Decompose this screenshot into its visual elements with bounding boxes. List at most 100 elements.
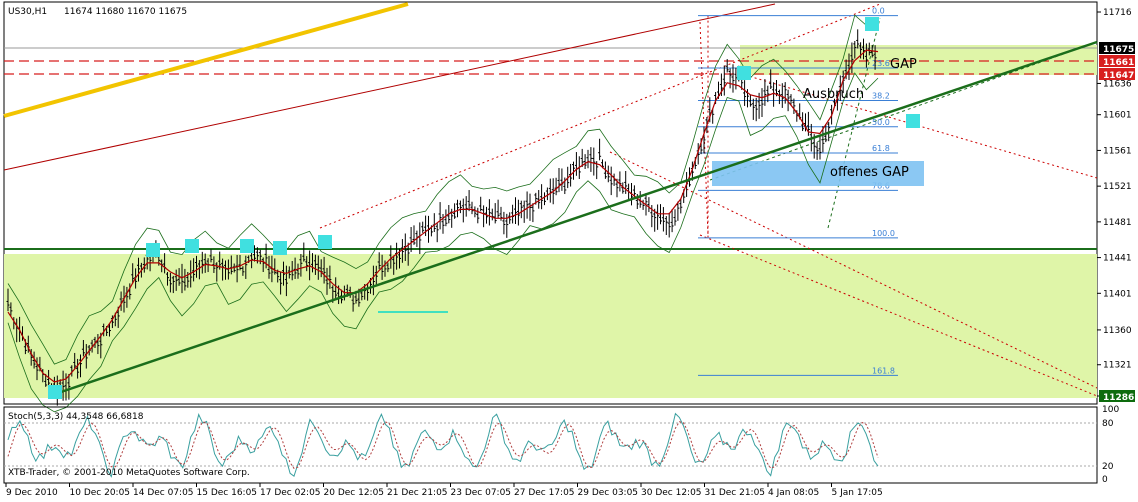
price-bar [209, 249, 213, 263]
price-bar [166, 271, 169, 286]
price-bar [192, 258, 196, 282]
price-bar [760, 88, 764, 117]
price-bar [238, 254, 242, 271]
fib-level-label: 100.0 [872, 229, 895, 238]
price-bar [284, 265, 288, 297]
price-bar [476, 207, 480, 224]
price-bar [438, 202, 442, 230]
price-bar [728, 68, 732, 89]
price-bar [282, 261, 285, 286]
lower-zone [4, 254, 1097, 398]
price-bar [73, 352, 77, 369]
price-bar [142, 257, 146, 273]
price-bar [328, 265, 332, 289]
symbol-label: US30,H1 [8, 7, 47, 17]
svg-text:11286: 11286 [1103, 393, 1134, 403]
time-tick-label: 27 Dec 17:05 [514, 488, 575, 498]
price-tick-label: 11360 [1103, 326, 1132, 336]
price-bar [377, 252, 381, 270]
price-bar [276, 269, 280, 283]
price-bar [76, 358, 80, 379]
price-bar [6, 288, 10, 312]
main-trendline[interactable] [54, 40, 1098, 396]
time-tick-label: 4 Jan 08:05 [768, 488, 819, 498]
price-bar [67, 373, 71, 400]
price-bar [392, 255, 396, 275]
price-bar [322, 256, 326, 284]
time-tick-label: 20 Dec 12:05 [324, 488, 385, 498]
pivot-marker [906, 114, 920, 128]
price-bar [554, 177, 558, 196]
price-bar [267, 255, 271, 279]
price-bar [395, 242, 399, 270]
price-bar [864, 43, 868, 68]
price-bar [171, 275, 175, 294]
price-bar [296, 263, 300, 279]
pivot-marker [48, 385, 62, 399]
channel-line-dotted-4 [744, 74, 1098, 179]
price-bar [244, 255, 248, 279]
price-bar [79, 354, 82, 378]
price-bar [670, 209, 674, 233]
fib-level-label: 161.8 [872, 366, 895, 375]
price-bar [664, 216, 668, 236]
time-tick-label: 30 Dec 12:05 [641, 488, 702, 498]
price-bar [775, 79, 778, 97]
price-tick-label: 11636 [1103, 79, 1132, 89]
pivot-marker [240, 239, 254, 253]
green-level-box: 11286 [1099, 390, 1135, 403]
time-tick-label: 17 Dec 02:05 [260, 488, 321, 498]
price-bar [661, 207, 665, 232]
price-bar [748, 94, 752, 107]
price-bar [200, 251, 204, 274]
price-bar [360, 290, 364, 301]
time-tick-label: 15 Dec 16:05 [197, 488, 258, 498]
price-tick-label: 11716 [1103, 8, 1132, 18]
price-bar [470, 201, 474, 215]
price-bar [751, 98, 755, 120]
price-bar [856, 29, 860, 49]
time-tick-label: 29 Dec 03:05 [578, 488, 639, 498]
price-bar [606, 165, 610, 183]
gap-zone [740, 45, 1097, 75]
price-bar [780, 83, 784, 108]
channel-line-dotted-1 [319, 3, 881, 229]
stoch-tick-20: 20 [1102, 462, 1114, 472]
fib-level-label: 0.0 [872, 7, 885, 16]
price-bar [621, 182, 625, 194]
price-bar [722, 65, 726, 96]
price-bar [464, 196, 468, 217]
price-tick-label: 11601 [1103, 111, 1132, 121]
price-bar [792, 98, 796, 115]
price-bar [325, 267, 329, 295]
price-bar [589, 147, 593, 172]
price-bar [496, 199, 500, 218]
offenes-gap-box[interactable] [712, 161, 924, 186]
price-bar [818, 134, 822, 160]
stochastic-axis: 100 80 20 0 [1102, 405, 1119, 485]
price-bar [609, 166, 613, 196]
price-bar [731, 64, 735, 93]
time-tick-label: 21 Dec 21:05 [387, 488, 448, 498]
ausbruch-label: Ausbruch [803, 87, 864, 102]
gap-label: GAP [890, 57, 917, 72]
price-bar [444, 209, 448, 227]
price-bar [667, 212, 671, 238]
price-bar [531, 203, 535, 223]
price-bar [435, 222, 439, 243]
price-bar [835, 91, 839, 111]
stochastic-main-line [7, 412, 879, 478]
price-bar [624, 171, 628, 194]
price-bar [572, 161, 575, 180]
stochastic-panel: Stoch(5,3,3) 44,3548 66,6818 XTB-Trader,… [3, 406, 1098, 484]
price-bar [679, 199, 683, 214]
price-bar [653, 208, 657, 232]
price-bar [598, 138, 602, 161]
price-bar [766, 85, 770, 103]
price-tick-label: 11481 [1103, 218, 1132, 228]
price-bar [592, 147, 596, 176]
price-bar [673, 209, 677, 226]
offenes-gap-label: offenes GAP [830, 165, 909, 180]
